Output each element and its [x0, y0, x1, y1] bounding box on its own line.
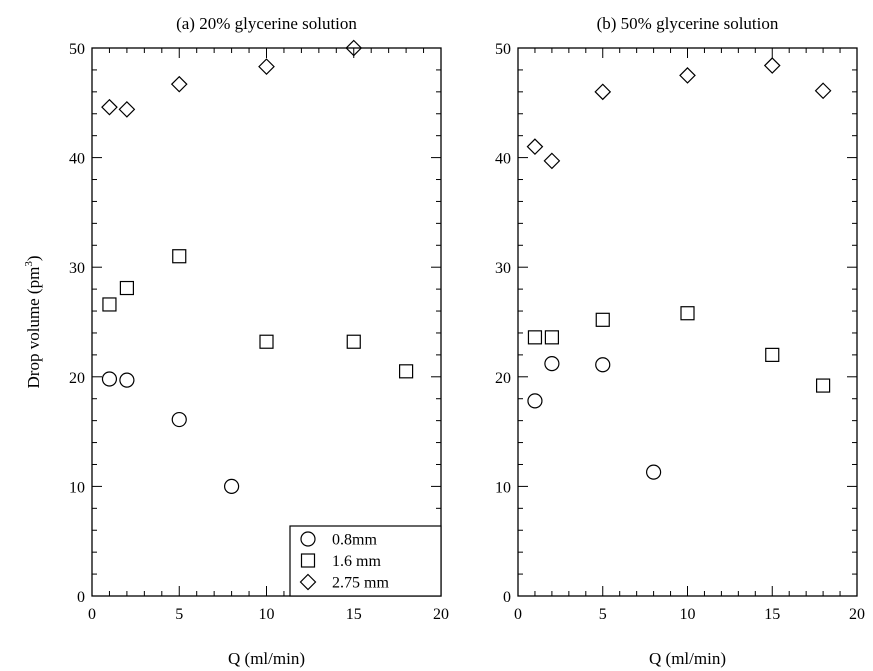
y-tick-label: 40	[495, 151, 511, 168]
data-point-square	[680, 306, 695, 321]
y-tick-label: 20	[69, 370, 85, 387]
x-tick-label: 5	[599, 606, 607, 623]
data-point-diamond	[101, 98, 118, 116]
plot-frame	[517, 47, 858, 597]
x-tick-label: 15	[764, 606, 780, 623]
legend: 0.8mm 1.6 mm 2.75 mm	[289, 525, 442, 597]
legend-marker-diamond	[299, 573, 317, 591]
y-tick-label: 10	[69, 479, 85, 496]
data-point-diamond	[526, 138, 544, 155]
y-tick-label: 50	[495, 41, 511, 58]
data-point-square	[765, 347, 780, 362]
data-point-square	[119, 280, 135, 296]
data-point-diamond	[679, 67, 696, 84]
y-tick-label: 30	[69, 260, 85, 277]
y-tick-label: 50	[69, 41, 85, 58]
data-point-circle	[595, 357, 611, 373]
legend-label: 0.8mm	[332, 532, 377, 549]
data-point-diamond	[543, 152, 561, 170]
x-tick-label: 0	[514, 606, 522, 623]
x-tick-label: 10	[680, 606, 696, 623]
y-axis-label-superscript: 3	[23, 261, 35, 267]
legend-label: 1.6 mm	[332, 553, 381, 570]
y-tick-label: 40	[69, 151, 85, 168]
data-point-square	[346, 334, 361, 349]
legend-marker-circle	[300, 531, 316, 547]
y-tick-label: 0	[77, 589, 85, 606]
data-point-square	[544, 330, 560, 345]
y-tick-label: 0	[503, 589, 511, 606]
data-point-square	[102, 297, 117, 312]
data-point-square	[595, 312, 610, 327]
data-point-circle	[645, 464, 662, 480]
chart-panel-a: (a) 20% glycerine solution 0 5 10 15 20 0 10 20 3…	[23, 14, 449, 668]
y-tick-label: 30	[495, 260, 511, 277]
data-point-square	[259, 334, 274, 349]
data-point-diamond	[594, 83, 612, 101]
x-tick-label: 20	[433, 606, 449, 623]
data-point-diamond	[814, 82, 832, 100]
data-point-circle	[527, 393, 543, 409]
y-axis-label: Drop volume (pm3)	[23, 256, 43, 389]
y-tick-label: 10	[495, 479, 511, 496]
data-point-square	[527, 330, 543, 345]
data-point-square	[399, 364, 414, 379]
x-tick-label: 20	[849, 606, 865, 623]
plot-frame	[91, 47, 442, 597]
data-point-diamond	[258, 58, 275, 75]
data-point-diamond	[345, 39, 363, 57]
x-axis-label: Q (ml/min)	[228, 649, 305, 668]
x-tick-label: 0	[88, 606, 96, 623]
chart-panel-b: (b) 50% glycerine solution 0 5 10 15 20 0 10 20 3…	[495, 14, 865, 668]
x-tick-label: 5	[175, 606, 183, 623]
x-tick-label: 15	[346, 606, 362, 623]
data-point-diamond	[118, 101, 136, 118]
data-point-diamond	[763, 57, 781, 74]
data-point-circle	[224, 478, 240, 494]
x-tick-label: 10	[259, 606, 275, 623]
legend-label: 2.75 mm	[332, 575, 389, 592]
y-tick-label: 20	[495, 370, 511, 387]
y-axis-label-text: Drop volume (pm	[24, 267, 43, 389]
y-axis-label-close: )	[24, 256, 43, 262]
x-axis-label: Q (ml/min)	[649, 649, 726, 668]
data-point-circle	[119, 372, 135, 388]
data-point-circle	[101, 371, 118, 387]
chart-title: (a) 20% glycerine solution	[176, 14, 357, 33]
data-point-diamond	[170, 75, 188, 93]
data-point-circle	[171, 411, 187, 428]
legend-marker-square	[300, 553, 316, 568]
chart-title: (b) 50% glycerine solution	[597, 14, 779, 33]
data-point-square	[815, 378, 831, 393]
data-point-circle	[544, 356, 560, 372]
data-point-square	[172, 249, 187, 264]
